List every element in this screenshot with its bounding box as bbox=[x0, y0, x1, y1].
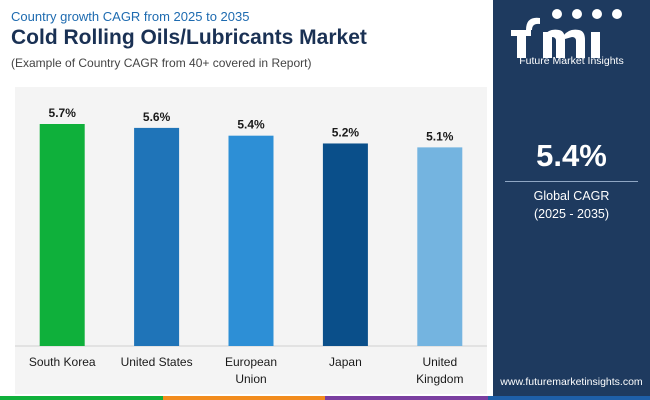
footer-color-bar bbox=[0, 396, 650, 400]
data-label: 5.6% bbox=[143, 110, 171, 124]
footer-segment bbox=[0, 396, 163, 400]
footer-segment bbox=[487, 396, 650, 400]
x-tick-label: European bbox=[225, 355, 277, 369]
x-tick-label: Union bbox=[235, 372, 266, 386]
chart-panel: 5.7% South Korea 5.6% United States 5.4% Euro… bbox=[15, 87, 487, 394]
x-tick-label: Japan bbox=[329, 355, 362, 369]
data-label: 5.1% bbox=[426, 129, 454, 143]
bar bbox=[417, 147, 463, 346]
bar-chart: 5.7% South Korea 5.6% United States 5.4% Euro… bbox=[15, 106, 487, 386]
x-tick-label: Kingdom bbox=[416, 372, 463, 386]
data-label: 5.7% bbox=[49, 106, 77, 120]
global-cagr-value: 5.4% bbox=[536, 138, 607, 173]
chart-subtitle: Country growth CAGR from 2025 to 2035 bbox=[11, 9, 250, 24]
footer-segment bbox=[325, 396, 488, 400]
chart-title: Cold Rolling Oils/Lubricants Market bbox=[11, 26, 367, 49]
footer-segment bbox=[162, 396, 325, 400]
x-tick-label: United States bbox=[121, 355, 193, 369]
bar bbox=[228, 135, 274, 346]
website-link[interactable]: www.futuremarketinsights.com bbox=[500, 376, 643, 388]
kpi-divider bbox=[505, 181, 638, 182]
chart-note: (Example of Country CAGR from 40+ covere… bbox=[11, 56, 312, 70]
global-cagr-label: Global CAGR bbox=[533, 189, 610, 203]
fmi-logo-icon bbox=[511, 9, 622, 58]
bar bbox=[322, 143, 368, 346]
global-cagr-period: (2025 - 2035) bbox=[533, 207, 610, 221]
x-tick-label: South Korea bbox=[29, 355, 96, 369]
logo-text: Future Market Insights bbox=[519, 55, 624, 67]
x-tick-label: United bbox=[422, 355, 457, 369]
bar bbox=[39, 124, 85, 346]
data-label: 5.2% bbox=[332, 125, 360, 139]
sidebar: Future Market Insights 5.4% Global CAGR … bbox=[493, 0, 650, 400]
data-label: 5.4% bbox=[237, 118, 265, 132]
header: Country growth CAGR from 2025 to 2035 Co… bbox=[0, 0, 493, 82]
bar bbox=[134, 127, 180, 346]
